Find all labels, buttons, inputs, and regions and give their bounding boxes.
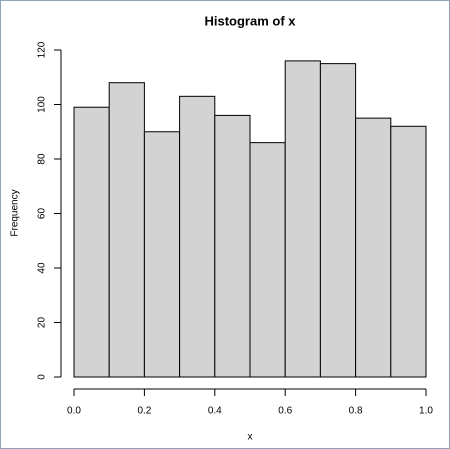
- x-tick-label: 0.0: [67, 406, 81, 417]
- bar: [390, 125, 427, 378]
- bar: [284, 60, 321, 378]
- y-tick-label: 120: [37, 41, 48, 58]
- bar: [108, 82, 145, 378]
- x-tick-label: 1.0: [419, 406, 433, 417]
- bar: [179, 95, 216, 378]
- x-tick-label: 0.4: [208, 406, 222, 417]
- y-tick-label: 0: [37, 374, 48, 380]
- x-tick-label: 0.8: [349, 406, 363, 417]
- y-axis-label: Frequency: [10, 189, 21, 236]
- bar: [143, 131, 181, 378]
- bar: [249, 142, 286, 378]
- chart-title: Histogram of x: [204, 13, 296, 28]
- x-tick-label: 0.2: [137, 406, 151, 417]
- y-tick-label: 40: [37, 262, 48, 274]
- y-tick-label: 20: [37, 317, 48, 329]
- bar: [73, 106, 110, 378]
- x-axis-label: x: [248, 432, 253, 443]
- y-tick-label: 80: [37, 153, 48, 165]
- x-tick-label: 0.6: [278, 406, 292, 417]
- y-tick-label: 100: [37, 96, 48, 113]
- bar: [319, 63, 357, 378]
- bar: [214, 114, 251, 378]
- y-tick-label: 60: [37, 208, 48, 220]
- bar: [355, 117, 392, 378]
